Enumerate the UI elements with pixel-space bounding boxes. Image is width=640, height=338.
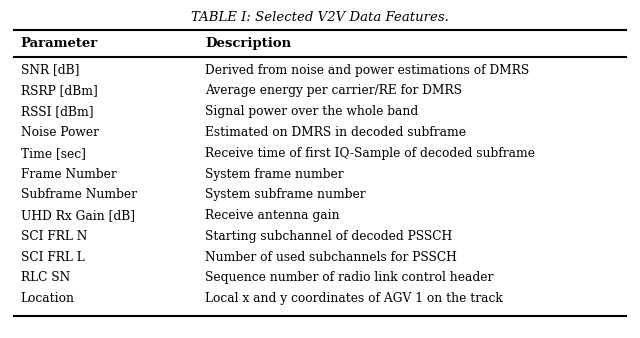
Text: Noise Power: Noise Power <box>20 126 99 139</box>
Text: Time [sec]: Time [sec] <box>20 147 85 160</box>
Text: RSSI [dBm]: RSSI [dBm] <box>20 105 93 118</box>
Text: Estimated on DMRS in decoded subframe: Estimated on DMRS in decoded subframe <box>205 126 467 139</box>
Text: Location: Location <box>20 292 74 305</box>
Text: RLC SN: RLC SN <box>20 271 70 285</box>
Text: Subframe Number: Subframe Number <box>20 188 136 201</box>
Text: Number of used subchannels for PSSCH: Number of used subchannels for PSSCH <box>205 251 457 264</box>
Text: Derived from noise and power estimations of DMRS: Derived from noise and power estimations… <box>205 64 529 77</box>
Text: UHD Rx Gain [dB]: UHD Rx Gain [dB] <box>20 209 134 222</box>
Text: RSRP [dBm]: RSRP [dBm] <box>20 84 97 97</box>
Text: Signal power over the whole band: Signal power over the whole band <box>205 105 419 118</box>
Text: Frame Number: Frame Number <box>20 168 116 180</box>
Text: System frame number: System frame number <box>205 168 344 180</box>
Text: Receive antenna gain: Receive antenna gain <box>205 209 340 222</box>
Text: TABLE I: Selected V2V Data Features.: TABLE I: Selected V2V Data Features. <box>191 11 449 24</box>
Text: Parameter: Parameter <box>20 37 98 50</box>
Text: Local x and y coordinates of AGV 1 on the track: Local x and y coordinates of AGV 1 on th… <box>205 292 503 305</box>
Text: Receive time of first IQ-Sample of decoded subframe: Receive time of first IQ-Sample of decod… <box>205 147 535 160</box>
Text: System subframe number: System subframe number <box>205 188 366 201</box>
Text: Starting subchannel of decoded PSSCH: Starting subchannel of decoded PSSCH <box>205 230 452 243</box>
Text: Average energy per carrier/RE for DMRS: Average energy per carrier/RE for DMRS <box>205 84 462 97</box>
Text: SCI FRL L: SCI FRL L <box>20 251 84 264</box>
Text: Description: Description <box>205 37 291 50</box>
Text: Sequence number of radio link control header: Sequence number of radio link control he… <box>205 271 493 285</box>
Text: SNR [dB]: SNR [dB] <box>20 64 79 77</box>
Text: SCI FRL N: SCI FRL N <box>20 230 87 243</box>
